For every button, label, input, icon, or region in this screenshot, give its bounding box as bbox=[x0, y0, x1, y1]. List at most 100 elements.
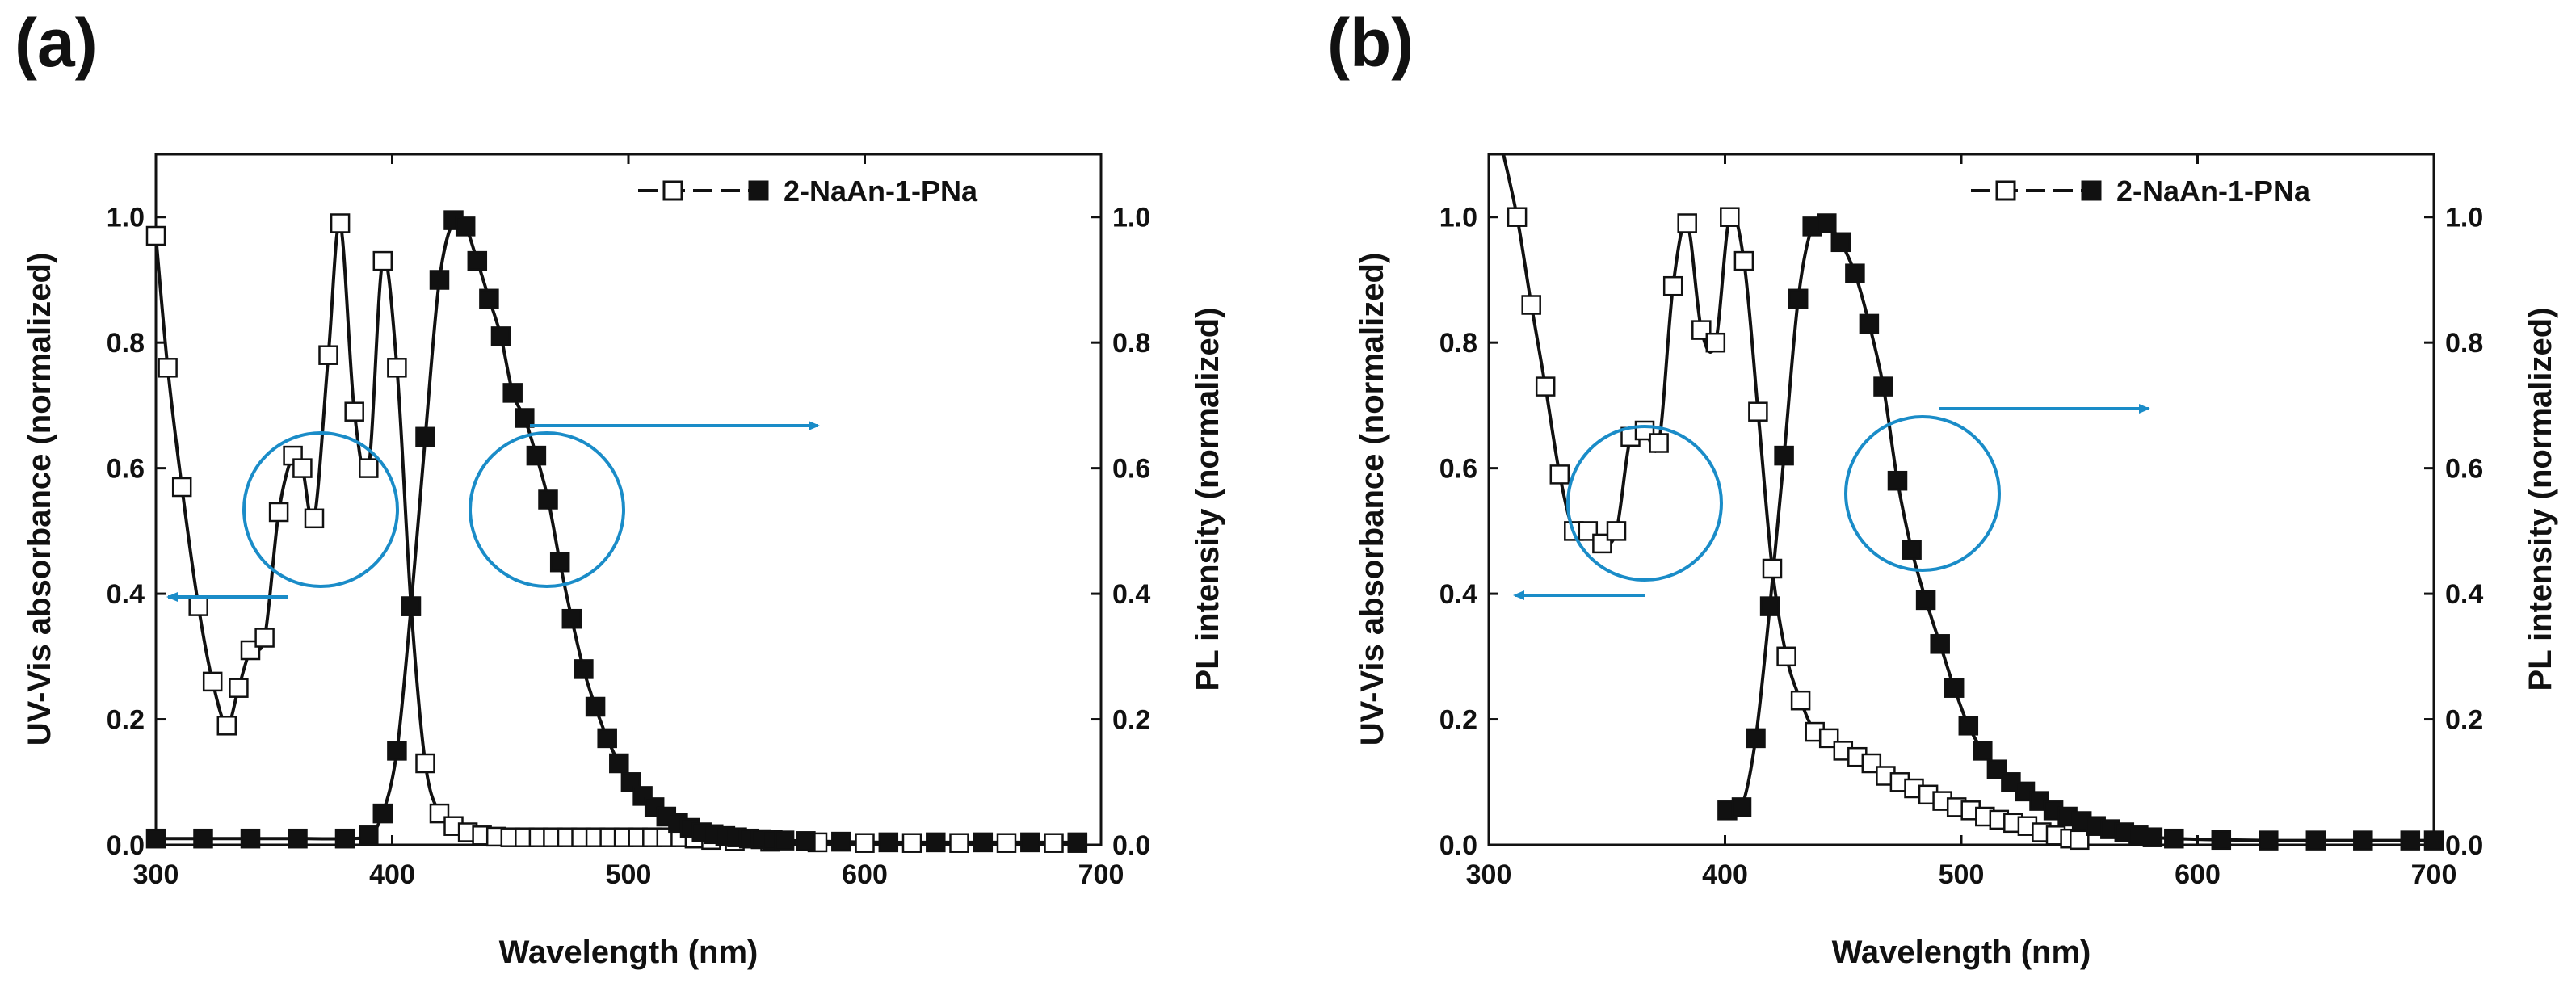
absorbance-data-point bbox=[415, 753, 435, 774]
panel-b-tick-marks bbox=[1487, 154, 2435, 846]
panel-b-x-axis-title: Wavelength (nm) bbox=[1832, 934, 2091, 970]
panel-b-x-tick-label: 400 bbox=[1702, 859, 1748, 890]
pl-data-point bbox=[1973, 741, 1993, 761]
pl-data-point bbox=[2142, 827, 2163, 847]
right-y-tick-label: 0.4 bbox=[2445, 579, 2483, 610]
panel-a-right-y-axis-title: PL intensity (normalized) bbox=[1190, 308, 1225, 691]
pl-data-point bbox=[1817, 213, 1837, 233]
panel-b-pl-circle bbox=[1844, 415, 2001, 572]
panel-a-left-y-ticks: 0.0 0.2 0.4 0.6 0.8 1.0 bbox=[107, 203, 145, 861]
pl-data-point bbox=[1788, 288, 1809, 309]
absorbance-data-point bbox=[216, 716, 237, 736]
absorbance-data-point bbox=[1044, 833, 1064, 853]
absorbance-data-point bbox=[1705, 332, 1726, 353]
absorbance-data-point bbox=[292, 458, 313, 478]
left-y-tick-label: 0.4 bbox=[107, 579, 145, 610]
panel-a-x-tick-label: 700 bbox=[1078, 859, 1124, 890]
panel-b-x-ticks: 300 400 500 600 700 bbox=[1466, 859, 2457, 890]
panel-a: (a) 300 400 500 600 700 0.0 0.2 0.4 0.6 0.8 1… bbox=[15, 5, 1225, 970]
panel-a-legend: 2-NaAn-1-PNa bbox=[638, 174, 978, 208]
panel-b-legend-filled-square bbox=[2081, 180, 2102, 201]
pl-data-point bbox=[585, 696, 606, 717]
absorbance-data-point bbox=[1507, 207, 1528, 227]
absorbance-data-point bbox=[996, 833, 1017, 853]
panel-a-x-ticks: 300 400 500 600 700 bbox=[133, 859, 1124, 890]
pl-data-point bbox=[2353, 830, 2373, 850]
absorbance-data-point bbox=[171, 477, 192, 498]
left-y-tick-label: 1.0 bbox=[1439, 203, 1477, 233]
pl-data-point bbox=[490, 326, 511, 346]
left-y-tick-label: 0.8 bbox=[107, 328, 145, 359]
panel-b-right-y-ticks: 0.0 0.2 0.4 0.6 0.8 1.0 bbox=[2445, 203, 2483, 861]
pl-data-point bbox=[1902, 540, 1922, 560]
absorbance-data-point bbox=[1677, 213, 1697, 233]
pl-data-point bbox=[1067, 832, 1088, 853]
pl-data-point bbox=[796, 831, 816, 851]
absorbance-series-line bbox=[156, 220, 1078, 845]
panel-a-left-y-axis-title: UV-Vis absorbance (normalized) bbox=[22, 253, 57, 746]
pl-data-point bbox=[2164, 828, 2184, 849]
absorbance-data-point bbox=[268, 502, 289, 523]
pl-data-point bbox=[526, 445, 547, 466]
pl-data-point bbox=[1830, 232, 1851, 253]
panel-a-label: (a) bbox=[15, 5, 98, 81]
pl-data-point bbox=[429, 270, 450, 290]
pl-data-point bbox=[549, 552, 570, 573]
panel-a-x-axis-title: Wavelength (nm) bbox=[499, 934, 759, 970]
absorbance-data-point bbox=[1549, 464, 1570, 485]
panel-a-x-tick-label: 300 bbox=[133, 859, 179, 890]
pl-data-point bbox=[2259, 830, 2279, 850]
panel-a-series bbox=[145, 210, 1088, 853]
panel-a-tick-marks bbox=[154, 154, 1103, 846]
absorbance-data-point bbox=[359, 458, 379, 478]
panel-b-left-y-axis-title: UV-Vis absorbance (normalized) bbox=[1355, 253, 1390, 746]
panel-a-x-tick-label: 400 bbox=[369, 859, 415, 890]
right-y-tick-label: 1.0 bbox=[2445, 203, 2483, 233]
pl-data-point bbox=[502, 383, 523, 403]
pl-data-point bbox=[878, 832, 899, 853]
pl-data-point bbox=[561, 608, 582, 629]
pl-data-point bbox=[831, 831, 851, 852]
panel-a-absorbance-circle bbox=[242, 431, 399, 588]
panel-b-x-tick-label: 500 bbox=[1939, 859, 1985, 890]
left-y-tick-label: 0.8 bbox=[1439, 328, 1477, 359]
absorbance-data-point bbox=[901, 833, 922, 853]
panel-a-plot-frame bbox=[154, 153, 1103, 846]
absorbance-series-line bbox=[1502, 154, 2080, 842]
pl-data-point bbox=[973, 832, 994, 853]
left-y-tick-label: 0.6 bbox=[107, 454, 145, 485]
left-y-tick-label: 0.2 bbox=[107, 705, 145, 736]
right-y-tick-label: 0.8 bbox=[2445, 328, 2483, 359]
pl-data-point bbox=[479, 288, 499, 309]
pl-series-line bbox=[156, 214, 1078, 844]
absorbance-data-point bbox=[372, 250, 393, 271]
absorbance-data-point bbox=[304, 508, 325, 529]
absorbance-data-point bbox=[145, 225, 166, 246]
absorbance-data-point bbox=[318, 345, 338, 365]
absorbance-data-point bbox=[1776, 646, 1796, 667]
pl-data-point bbox=[387, 741, 407, 761]
right-y-tick-label: 0.4 bbox=[1112, 579, 1150, 610]
pl-data-point bbox=[774, 830, 795, 850]
absorbance-data-point bbox=[387, 358, 407, 378]
right-y-tick-label: 0.2 bbox=[2445, 705, 2483, 736]
pl-data-point bbox=[240, 828, 261, 849]
panel-b-absorbance-circle bbox=[1566, 425, 1723, 582]
absorbance-data-point bbox=[949, 833, 969, 853]
pl-data-point bbox=[2400, 830, 2421, 850]
pl-data-point bbox=[1845, 263, 1865, 284]
panel-b-annotations bbox=[1513, 404, 2150, 600]
pl-data-point bbox=[538, 489, 558, 510]
absorbance-data-point bbox=[1720, 207, 1740, 227]
panel-b-x-tick-label: 700 bbox=[2411, 859, 2457, 890]
absorbance-data-point bbox=[1662, 275, 1683, 296]
pl-data-point bbox=[455, 216, 476, 237]
panel-b: (b) 300 400 500 600 700 0.0 0.2 0.4 0.6 0.8 1… bbox=[1327, 5, 2558, 970]
pl-data-point bbox=[1873, 376, 1893, 397]
pl-data-point bbox=[1958, 716, 1979, 736]
absorbance-data-point bbox=[229, 678, 249, 698]
absorbance-data-point bbox=[330, 213, 351, 233]
pl-data-point bbox=[2423, 830, 2444, 850]
pl-data-point bbox=[193, 828, 213, 849]
